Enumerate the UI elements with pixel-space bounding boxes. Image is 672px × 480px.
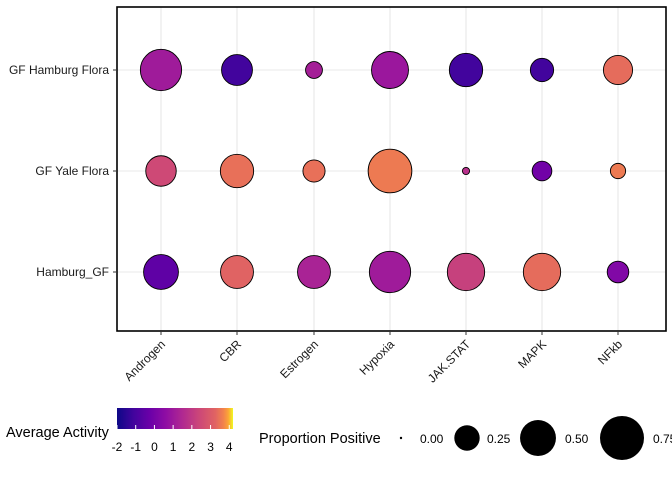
size-legend-key <box>600 416 644 460</box>
x-tick-label: MAPK <box>515 337 549 371</box>
x-tick-label: Hypoxia <box>357 337 398 378</box>
x-tick-label: JAK.STAT <box>425 337 474 386</box>
x-tick-label: Androgen <box>121 337 168 384</box>
data-point <box>446 252 486 292</box>
color-legend-tick-label: -2 <box>112 440 123 454</box>
data-point <box>145 155 177 187</box>
data-point <box>606 260 630 284</box>
data-point <box>609 162 627 180</box>
y-tick-label: GF Hamburg Flora <box>9 63 109 77</box>
data-point <box>297 255 331 289</box>
size-legend-label: 0.50 <box>565 432 589 446</box>
y-tick-label: GF Yale Flora <box>35 164 109 178</box>
x-axis-ticks: Androgen CBR Estrogen Hypoxia JAK.STAT MAPK NF… <box>121 331 625 385</box>
data-point <box>371 51 409 89</box>
x-tick-label: Estrogen <box>277 337 321 381</box>
size-legend-title: Proportion Positive <box>259 431 381 447</box>
data-point <box>368 250 412 294</box>
color-legend: Average Activity -2 -1 0 1 2 3 4 <box>6 408 233 454</box>
data-point <box>448 52 484 88</box>
size-legend: Proportion Positive 0.00 0.25 0.50 0.75 <box>259 416 672 460</box>
data-point <box>221 54 253 86</box>
data-point <box>305 61 323 79</box>
color-legend-tick-label: 2 <box>188 440 195 454</box>
data-point <box>522 252 562 292</box>
panel-border <box>116 6 667 332</box>
data-point <box>529 57 555 83</box>
data-point <box>143 254 179 290</box>
color-legend-tick-label: 4 <box>226 440 233 454</box>
data-points <box>139 48 634 294</box>
size-legend-label: 0.75 <box>653 432 672 446</box>
data-point <box>302 159 326 183</box>
x-tick-label: CBR <box>216 337 244 365</box>
color-legend-tick-label: -1 <box>130 440 141 454</box>
size-legend-key <box>454 425 480 451</box>
color-legend-gradient-bar <box>117 408 233 429</box>
data-point <box>461 166 471 176</box>
size-legend-label: 0.00 <box>420 432 444 446</box>
data-point <box>220 255 254 289</box>
color-legend-tick-label: 1 <box>170 440 177 454</box>
size-legend-label: 0.25 <box>487 432 511 446</box>
color-legend-tick-label: 0 <box>151 440 158 454</box>
data-point <box>219 153 255 189</box>
x-tick-label: NFkb <box>595 337 625 367</box>
data-point <box>531 160 553 182</box>
data-point <box>367 148 413 194</box>
data-point <box>139 48 183 92</box>
color-legend-tick-label: 3 <box>207 440 214 454</box>
y-tick-label: Hamburg_GF <box>36 265 109 279</box>
data-point <box>602 54 634 86</box>
size-legend-key <box>520 420 556 456</box>
y-axis-ticks: GF Hamburg Flora GF Yale Flora Hamburg_GF <box>9 63 117 279</box>
color-legend-title: Average Activity <box>6 425 110 441</box>
size-legend-key <box>399 436 403 440</box>
